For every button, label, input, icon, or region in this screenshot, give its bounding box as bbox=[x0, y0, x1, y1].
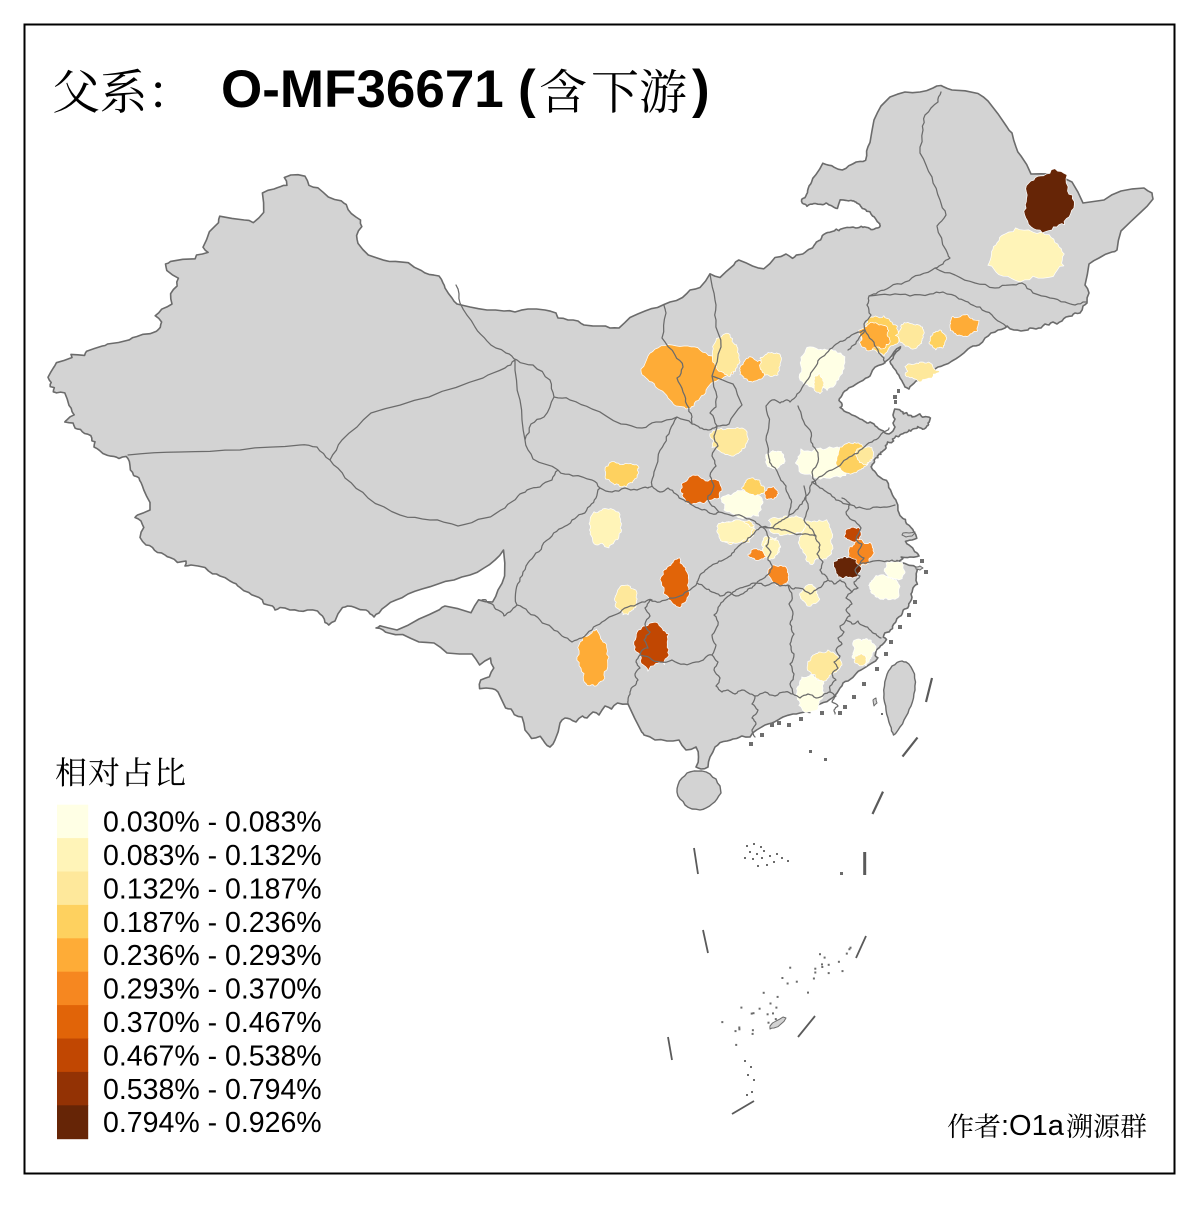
svg-text:(: ( bbox=[518, 60, 536, 119]
svg-text:0.187% - 0.236%: 0.187% - 0.236% bbox=[103, 907, 322, 939]
svg-text:0.370% - 0.467%: 0.370% - 0.467% bbox=[103, 1007, 322, 1039]
svg-text:0.467% - 0.538%: 0.467% - 0.538% bbox=[103, 1040, 322, 1072]
svg-text:): ) bbox=[692, 60, 710, 119]
svg-text:0.083% - 0.132%: 0.083% - 0.132% bbox=[103, 840, 322, 872]
svg-text::O1a: :O1a bbox=[1001, 1110, 1065, 1142]
svg-text:0.538% - 0.794%: 0.538% - 0.794% bbox=[103, 1074, 322, 1106]
svg-text:O-MF36671: O-MF36671 bbox=[221, 60, 504, 119]
svg-text:0.030% - 0.083%: 0.030% - 0.083% bbox=[103, 807, 322, 839]
svg-text:0.293% - 0.370%: 0.293% - 0.370% bbox=[103, 974, 322, 1006]
svg-text:0.794% - 0.926%: 0.794% - 0.926% bbox=[103, 1107, 322, 1139]
svg-text:0.132% - 0.187%: 0.132% - 0.187% bbox=[103, 873, 322, 905]
svg-text:0.236% - 0.293%: 0.236% - 0.293% bbox=[103, 940, 322, 972]
